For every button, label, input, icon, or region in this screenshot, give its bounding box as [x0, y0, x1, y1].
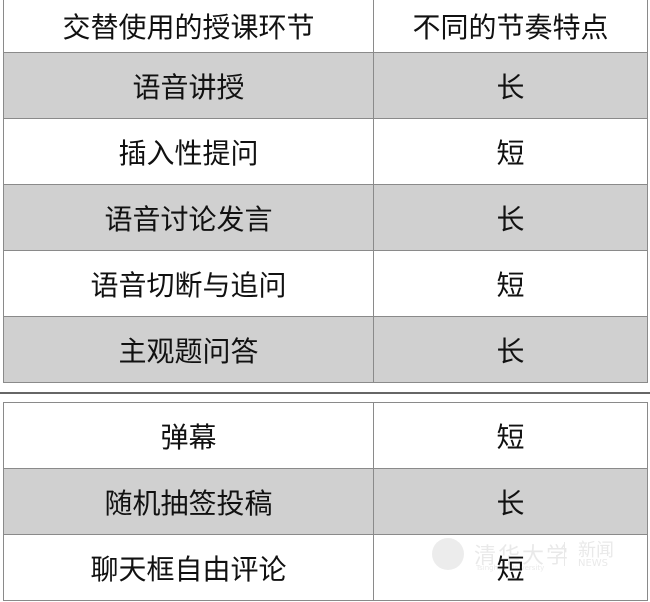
watermark-news-cn: 新闻 [578, 540, 614, 561]
rhythm-cell: 短 [373, 118, 648, 185]
rhythm-cell: 短 [373, 250, 648, 317]
header-row: 交替使用的授课环节 不同的节奏特点 [3, 0, 648, 53]
segment-cell: 弹幕 [3, 402, 374, 469]
table-row: 聊天框自由评论短 [3, 534, 648, 601]
separator-line [0, 392, 650, 394]
segment-cell: 插入性提问 [3, 118, 374, 185]
table-row: 主观题问答长 [3, 316, 648, 383]
rhythm-cell: 长 [373, 468, 648, 535]
watermark-name-en: Tsinghua University [476, 564, 545, 572]
table-row: 语音切断与追问短 [3, 250, 648, 317]
table-row: 语音讲授长 [3, 52, 648, 119]
rhythm-cell: 长 [373, 184, 648, 251]
segment-cell: 语音切断与追问 [3, 250, 374, 317]
table-row: 插入性提问短 [3, 118, 648, 185]
table-row: 随机抽签投稿长 [3, 468, 648, 535]
header-segment: 交替使用的授课环节 [3, 0, 374, 53]
segment-cell: 语音讲授 [3, 52, 374, 119]
segment-cell: 随机抽签投稿 [3, 468, 374, 535]
segment-cell: 聊天框自由评论 [3, 534, 374, 601]
watermark-divider [564, 542, 565, 566]
rhythm-table-2: 弹幕短 随机抽签投稿长 聊天框自由评论短 [3, 402, 648, 601]
table-row: 语音讨论发言长 [3, 184, 648, 251]
segment-cell: 语音讨论发言 [3, 184, 374, 251]
watermark-name-cn: 清华大学 [474, 544, 571, 569]
watermark-news-en: NEWS [578, 558, 609, 569]
rhythm-cell: 短 [373, 534, 648, 601]
rhythm-cell: 短 [373, 402, 648, 469]
university-seal-icon [432, 538, 464, 570]
table-row: 弹幕短 [3, 402, 648, 469]
header-rhythm: 不同的节奏特点 [373, 0, 648, 53]
rhythm-table-1: 交替使用的授课环节 不同的节奏特点 语音讲授长 插入性提问短 语音讨论发言长 语… [3, 0, 648, 383]
segment-cell: 主观题问答 [3, 316, 374, 383]
rhythm-cell: 长 [373, 52, 648, 119]
rhythm-cell: 长 [373, 316, 648, 383]
watermark-logo: 清华大学 Tsinghua University 新闻 NEWS [432, 536, 622, 576]
